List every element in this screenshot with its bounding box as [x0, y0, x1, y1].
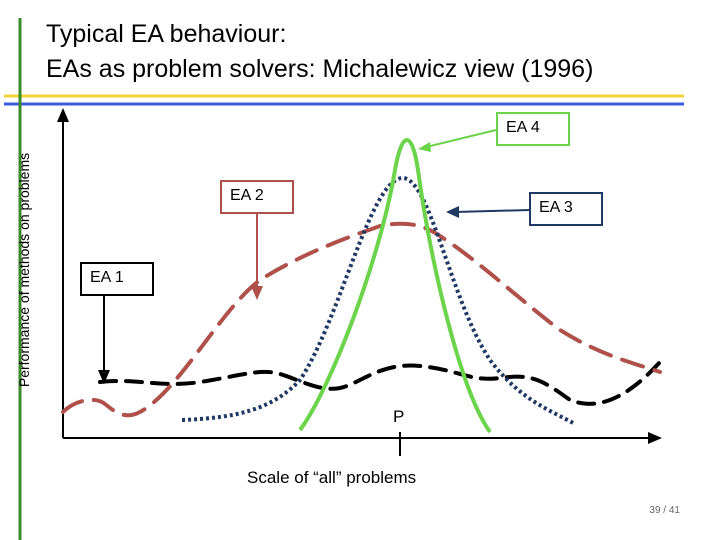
- ea4-connector-arrow: [418, 142, 431, 152]
- page-number: 39 / 41: [649, 505, 680, 516]
- callout-ea2: EA 2: [220, 180, 294, 214]
- ea1-curve: [98, 360, 662, 406]
- problem-p-label: P: [393, 407, 405, 426]
- callout-ea1: EA 1: [80, 262, 154, 296]
- callout-ea4: EA 4: [496, 112, 570, 146]
- ea2-connector-arrow: [251, 286, 263, 300]
- x-axis-arrow: [648, 432, 662, 444]
- ea3-curve: [181, 175, 576, 426]
- ea4-connector: [421, 129, 497, 149]
- ea4-curve: [298, 138, 492, 434]
- x-axis-label: Scale of “all” problems: [247, 468, 417, 487]
- ea1-connector-arrow: [98, 370, 110, 384]
- slide-title-line-1: Typical EA behaviour:: [46, 20, 287, 48]
- ea3-connector: [454, 209, 530, 213]
- y-axis-arrow: [57, 108, 69, 122]
- ea2-curve: [61, 221, 662, 418]
- slide-title-line-2: EAs as problem solvers: Michalewicz view…: [46, 55, 594, 83]
- callout-ea3: EA 3: [529, 192, 603, 226]
- ea3-connector-arrow: [446, 206, 459, 218]
- y-axis-label: Performance of methods on problems: [16, 152, 32, 388]
